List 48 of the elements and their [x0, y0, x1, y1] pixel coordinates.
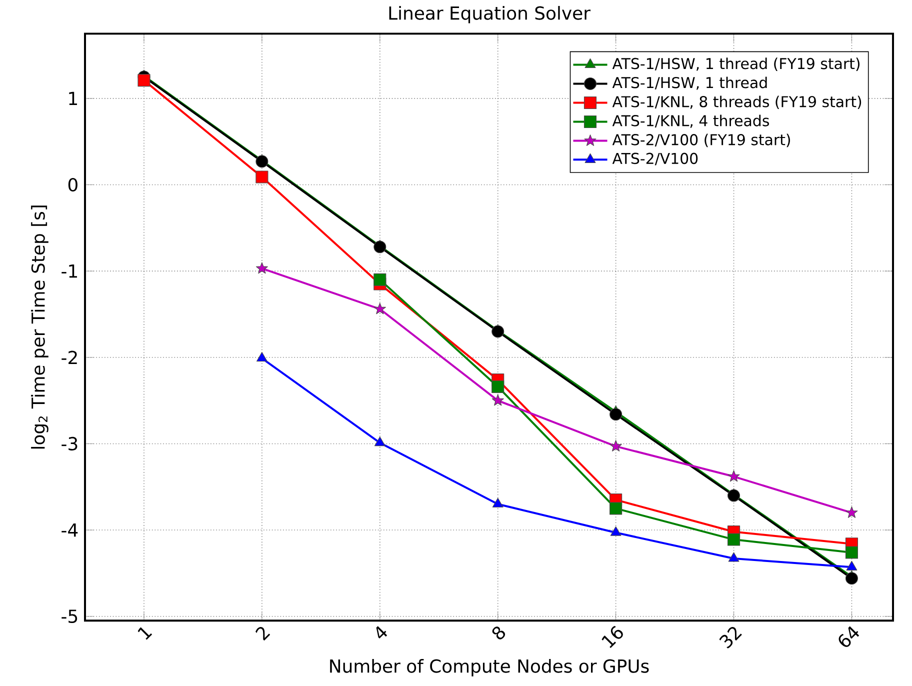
y-tick-label: -3: [62, 437, 78, 451]
point: [492, 380, 504, 394]
y-tick-label: -4: [62, 524, 78, 537]
x-tick-label: 16: [602, 626, 623, 648]
legend-label: ATS-2/V100 (FY19 start): [612, 134, 790, 148]
x-axis-title: Number of Compute Nodes or GPUs: [330, 659, 649, 676]
point: [728, 470, 740, 482]
chart-title: Linear Equation Solver: [389, 6, 590, 24]
point: [610, 502, 622, 515]
y-tick-label: -2: [62, 350, 77, 364]
point: [846, 561, 858, 571]
point: [138, 74, 150, 87]
point: [256, 155, 268, 168]
x-tick-label: 64: [838, 626, 860, 648]
point: [256, 170, 268, 184]
y-tick-label: -1: [62, 264, 77, 278]
point: [256, 352, 268, 362]
point: [492, 394, 504, 406]
y-tick-label: 1: [69, 92, 77, 106]
legend-label: ATS-1/KNL, 4 threads: [612, 114, 769, 128]
point: [374, 274, 386, 286]
point: [610, 408, 622, 421]
point: [256, 262, 268, 274]
legend-label: ATS-1/KNL, 8 threads (FY19 start): [612, 96, 862, 110]
point: [728, 552, 740, 562]
point: [492, 325, 504, 338]
y-axis-title: log$_{2}$ Time per Time Step [s]: [31, 206, 48, 449]
x-tick-label: 1: [138, 627, 152, 640]
point: [374, 240, 386, 254]
legend-label: ATS-1/HSW, 1 thread: [612, 76, 767, 90]
point: [610, 526, 622, 536]
point: [610, 440, 622, 452]
y-tick-label: -5: [62, 610, 78, 624]
point: [845, 546, 858, 559]
legend-label: ATS-1/HSW, 1 thread (FY19 start): [612, 58, 860, 72]
x-tick-label: 8: [492, 626, 506, 640]
point: [374, 436, 386, 446]
x-tick-label: 32: [719, 627, 742, 649]
point: [374, 302, 386, 314]
x-tick-label: 2: [256, 627, 270, 641]
legend-label: ATS-2/V100: [612, 152, 698, 166]
point: [727, 489, 740, 502]
point: [846, 506, 858, 518]
point: [845, 572, 858, 585]
point: [727, 533, 740, 546]
x-tick-label: 4: [376, 626, 388, 639]
y-tick-label: 0: [68, 178, 78, 192]
point: [492, 498, 504, 508]
